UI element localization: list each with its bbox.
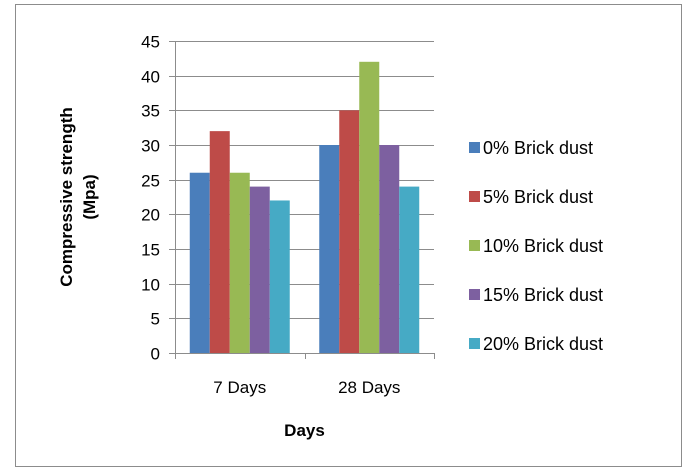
bars xyxy=(189,61,420,354)
legend-label: 5% Brick dust xyxy=(483,187,593,207)
x-axis-title: Days xyxy=(284,421,325,440)
y-tick-label: 15 xyxy=(141,241,160,260)
y-tick-label: 10 xyxy=(141,276,160,295)
x-tick-labels: 7 Days 28 Days xyxy=(213,378,400,397)
y-tick-label: 5 xyxy=(151,310,160,329)
legend-swatch xyxy=(469,289,480,300)
legend-label: 10% Brick dust xyxy=(483,236,603,256)
legend-label: 15% Brick dust xyxy=(483,285,603,305)
y-tick-label: 20 xyxy=(141,206,160,225)
bar xyxy=(229,172,250,353)
y-tick-label: 45 xyxy=(141,33,160,52)
bar xyxy=(339,110,360,353)
y-tick-label: 35 xyxy=(141,102,160,121)
y-tick-labels: 0 5 10 15 20 25 30 35 40 45 xyxy=(141,33,160,364)
y-tick-label: 25 xyxy=(141,172,160,191)
y-tick-label: 40 xyxy=(141,68,160,87)
bar xyxy=(269,200,290,353)
y-tick-label: 0 xyxy=(151,345,160,364)
bar xyxy=(189,172,210,353)
x-tick-label: 28 Days xyxy=(338,378,400,397)
legend-swatch xyxy=(469,191,480,202)
legend-swatch xyxy=(469,240,480,251)
bar xyxy=(249,186,270,353)
legend: 0% Brick dust 5% Brick dust 10% Brick dust… xyxy=(469,138,603,354)
bar xyxy=(209,131,230,353)
y-tick-label: 30 xyxy=(141,137,160,156)
axes xyxy=(175,41,435,359)
legend-swatch xyxy=(469,142,480,153)
bar xyxy=(359,61,380,354)
legend-label: 20% Brick dust xyxy=(483,334,603,354)
y-axis-title-line: Compressive strength xyxy=(57,107,76,287)
bar xyxy=(319,145,340,353)
x-tick-label: 7 Days xyxy=(213,378,266,397)
bar xyxy=(399,186,420,353)
legend-label: 0% Brick dust xyxy=(483,138,593,158)
y-axis-title: Compressive strength (Mpa) xyxy=(57,107,99,287)
bar xyxy=(379,145,400,353)
legend-swatch xyxy=(469,338,480,349)
y-axis-title-line: (Mpa) xyxy=(80,174,99,219)
